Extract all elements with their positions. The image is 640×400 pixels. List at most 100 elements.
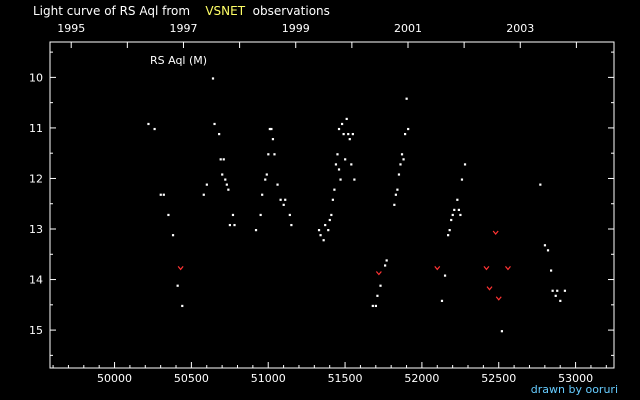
observation-point <box>456 198 459 201</box>
x-tick-label: 52000 <box>404 372 439 385</box>
observation-point <box>322 239 325 242</box>
credit-text: drawn by ooruri <box>530 383 618 396</box>
observation-point <box>333 188 336 191</box>
observation-point <box>344 158 347 161</box>
observation-point <box>273 153 276 156</box>
observation-point <box>345 117 348 121</box>
observation-point <box>219 158 222 161</box>
observation-point <box>337 127 341 131</box>
observation-point <box>379 284 382 287</box>
observation-point <box>405 97 408 100</box>
observation-point <box>213 122 216 126</box>
y-tick-label: 10 <box>29 71 43 84</box>
observation-point <box>276 183 279 186</box>
observation-point <box>211 77 215 80</box>
observation-point <box>264 178 267 181</box>
observation-point <box>539 183 542 186</box>
observation-point <box>543 244 547 247</box>
observation-point <box>554 294 557 297</box>
observation-point <box>279 198 282 201</box>
fainter-than-marker <box>492 230 499 235</box>
observation-point <box>347 132 350 136</box>
x-tick-label: 51500 <box>328 372 363 385</box>
observation-point <box>376 294 379 297</box>
observation-point <box>551 289 554 292</box>
observation-point <box>231 213 235 217</box>
observation-point <box>400 153 404 156</box>
observation-point <box>451 213 454 217</box>
observation-point <box>396 188 399 191</box>
observation-point <box>334 163 338 166</box>
x-top-year-label: 2003 <box>506 22 534 35</box>
observation-point <box>159 193 162 196</box>
x-top-year-label: 1995 <box>57 22 85 35</box>
observation-point <box>397 173 401 176</box>
observation-point <box>271 138 275 141</box>
observation-point <box>224 178 227 181</box>
observation-point <box>463 163 467 166</box>
observation-point <box>385 259 388 262</box>
observation-point <box>222 158 225 161</box>
observation-point <box>176 284 179 287</box>
observation-point <box>348 138 351 141</box>
observation-point <box>288 213 291 217</box>
fainter-than-marker <box>434 266 441 271</box>
observation-point <box>261 193 264 196</box>
observation-point <box>268 127 271 131</box>
observation-point <box>254 229 258 232</box>
x-tick-label: 50000 <box>97 372 132 385</box>
observation-point <box>330 213 333 217</box>
x-top-year-label: 1997 <box>169 22 197 35</box>
fainter-than-marker <box>375 271 382 276</box>
observation-point <box>153 127 156 131</box>
x-tick-label: 50500 <box>174 372 209 385</box>
observation-point <box>205 183 208 186</box>
observation-point <box>328 218 331 222</box>
y-tick-label: 15 <box>29 324 43 337</box>
observation-point <box>374 304 377 308</box>
x-top-year-label: 2001 <box>394 22 422 35</box>
observation-point <box>290 223 293 227</box>
plot-frame <box>49 41 615 369</box>
observation-point <box>402 158 405 161</box>
observation-point <box>350 163 353 166</box>
observation-point <box>319 234 322 237</box>
fainter-than-marker <box>505 266 511 271</box>
observation-point <box>342 132 345 136</box>
observation-point <box>324 223 327 227</box>
observation-point <box>171 234 175 237</box>
plot-label: RS Aql (M) <box>150 54 207 67</box>
observation-point <box>407 127 410 131</box>
observation-point <box>403 132 407 136</box>
fainter-than-marker <box>495 296 502 301</box>
y-tick-label: 12 <box>29 172 43 185</box>
observation-point <box>394 193 397 196</box>
observation-point <box>337 168 341 171</box>
observation-point <box>331 198 334 201</box>
observation-point <box>371 304 374 308</box>
observation-point <box>556 289 559 292</box>
observation-point <box>218 132 221 136</box>
observation-point <box>460 178 464 181</box>
fainter-than-marker <box>483 266 490 271</box>
observation-point <box>167 213 170 217</box>
observation-point <box>221 173 224 176</box>
y-tick-label: 13 <box>29 223 43 236</box>
observation-point <box>233 223 236 227</box>
observation-point <box>181 304 184 308</box>
x-tick-label: 53000 <box>558 372 593 385</box>
x-tick-label: 51000 <box>251 372 286 385</box>
observation-point <box>265 173 268 176</box>
observation-point <box>353 178 356 181</box>
fainter-than-marker <box>486 286 493 291</box>
observation-point <box>284 198 287 201</box>
observation-point <box>500 330 504 333</box>
observation-point <box>351 132 354 136</box>
observation-point <box>317 229 321 232</box>
observation-point <box>546 249 550 252</box>
title-highlight: VSNET <box>205 4 246 18</box>
fainter-than-marker <box>177 266 184 271</box>
observation-point <box>162 193 165 196</box>
observation-point <box>399 163 402 166</box>
